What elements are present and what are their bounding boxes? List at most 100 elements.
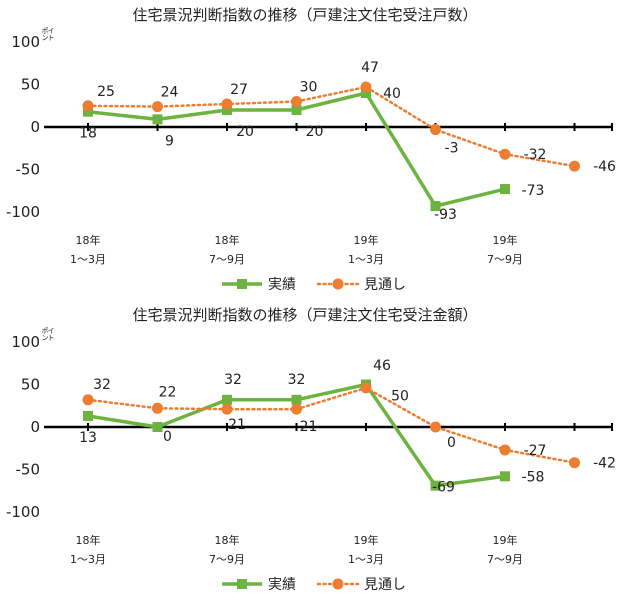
- data-point-forecast: [82, 394, 94, 406]
- data-point-actual: [152, 114, 163, 125]
- data-label: -42: [593, 456, 616, 472]
- data-label: 0: [447, 435, 456, 451]
- chart-orders-count: 住宅景況判断指数の推移（戸建注文住宅受注戸数）ポイント100500-50-100…: [6, 6, 616, 293]
- legend-label-forecast: 見通し: [364, 277, 406, 293]
- x-tick-label: 7～9月: [487, 553, 523, 566]
- y-unit-char: ト: [48, 34, 55, 42]
- data-label: 21: [300, 419, 318, 435]
- y-tick-label: 100: [11, 33, 40, 51]
- x-tick-label: 18年: [215, 533, 240, 547]
- data-label: 32: [288, 372, 306, 388]
- x-tick-label: 7～9月: [209, 553, 245, 566]
- x-tick-label: 1～3月: [70, 253, 106, 266]
- x-tick-label: 18年: [76, 233, 101, 247]
- data-point-forecast: [569, 160, 580, 172]
- data-point-actual: [500, 471, 510, 482]
- legend-marker-forecast: [332, 278, 344, 290]
- data-point-actual: [152, 422, 163, 432]
- data-point-actual: [500, 184, 510, 195]
- data-point-actual: [291, 105, 302, 115]
- legend-marker-forecast: [332, 578, 344, 590]
- x-tick-label: 19年: [354, 533, 379, 547]
- data-point-actual: [222, 105, 232, 115]
- data-label: -93: [434, 207, 457, 223]
- legend-marker-actual: [237, 279, 247, 289]
- data-point-forecast: [360, 81, 372, 93]
- data-point-actual: [83, 410, 93, 421]
- data-label: 20: [236, 124, 254, 140]
- data-label: -69: [432, 480, 455, 496]
- series-line-forecast: [86, 85, 576, 168]
- data-point-forecast: [430, 421, 441, 433]
- x-tick-label: 1～3月: [348, 253, 384, 266]
- y-tick-label: 0: [30, 118, 40, 136]
- y-unit-char: ポ: [42, 27, 49, 35]
- data-label: 18: [79, 126, 97, 142]
- legend-label-forecast: 見通し: [364, 577, 406, 593]
- data-point-forecast: [499, 148, 511, 160]
- y-unit-char: イ: [48, 327, 55, 335]
- data-point-forecast: [152, 402, 163, 414]
- x-tick-label: 19年: [493, 533, 518, 547]
- series-line-forecast: [86, 386, 576, 464]
- y-tick-label: 50: [21, 376, 40, 394]
- data-label: 13: [79, 430, 97, 446]
- data-point-forecast: [569, 457, 580, 469]
- data-point-forecast: [152, 101, 163, 113]
- x-tick-label: 7～9月: [209, 253, 245, 266]
- data-point-forecast: [82, 100, 94, 112]
- data-label: -73: [522, 183, 545, 199]
- data-label: 9: [165, 133, 174, 149]
- data-label: -58: [522, 469, 545, 485]
- data-label: 32: [93, 377, 111, 393]
- data-label: 27: [230, 82, 248, 98]
- data-label: 50: [391, 389, 409, 405]
- data-label: 0: [163, 429, 172, 445]
- data-label: 24: [161, 85, 179, 101]
- data-point-forecast: [430, 124, 441, 136]
- data-label: -32: [524, 147, 547, 163]
- legend-label-actual: 実績: [268, 277, 296, 293]
- data-label: 20: [306, 124, 324, 140]
- x-tick-label: 18年: [215, 233, 240, 247]
- data-point-forecast: [221, 403, 233, 415]
- y-unit-char: ト: [48, 334, 55, 342]
- data-label: -46: [593, 159, 616, 175]
- legend-label-actual: 実績: [268, 577, 296, 593]
- y-unit-label: ポイント: [42, 27, 55, 42]
- chart-orders-amount: 住宅景況判断指数の推移（戸建注文住宅受注金額）ポイント100500-50-100…: [6, 306, 616, 593]
- legend-marker-actual: [237, 579, 247, 589]
- x-tick-label: 19年: [354, 233, 379, 247]
- data-label: 32: [224, 372, 242, 388]
- data-label: 30: [300, 80, 318, 96]
- data-label: 21: [228, 417, 246, 433]
- legend: 実績 見通し: [222, 577, 406, 593]
- chart-title: 住宅景況判断指数の推移（戸建注文住宅受注戸数）: [132, 6, 477, 24]
- data-label: 25: [97, 84, 115, 100]
- data-point-forecast: [221, 98, 233, 110]
- data-point-forecast: [360, 382, 372, 394]
- data-point-forecast: [291, 403, 302, 415]
- y-tick-label: 100: [11, 333, 40, 351]
- data-point-actual: [83, 106, 93, 117]
- data-label: -27: [524, 443, 547, 459]
- x-tick-label: 18年: [76, 533, 101, 547]
- y-tick-label: -100: [6, 203, 40, 221]
- x-tick-label: 7～9月: [487, 253, 523, 266]
- y-unit-char: イ: [48, 27, 55, 35]
- data-point-actual: [361, 88, 371, 98]
- y-tick-label: -100: [6, 503, 40, 521]
- data-point-actual: [222, 394, 232, 405]
- data-label: 40: [383, 86, 401, 102]
- data-label: 46: [373, 358, 391, 374]
- x-tick-label: 1～3月: [348, 553, 384, 566]
- data-label: 22: [159, 384, 177, 400]
- y-tick-label: 0: [30, 418, 40, 436]
- y-unit-label: ポイント: [42, 327, 55, 342]
- data-label: 47: [361, 60, 379, 76]
- x-tick-label: 1～3月: [70, 553, 106, 566]
- y-tick-label: 50: [21, 76, 40, 94]
- data-point-actual: [430, 480, 441, 491]
- chart-title: 住宅景況判断指数の推移（戸建注文住宅受注金額）: [132, 306, 477, 324]
